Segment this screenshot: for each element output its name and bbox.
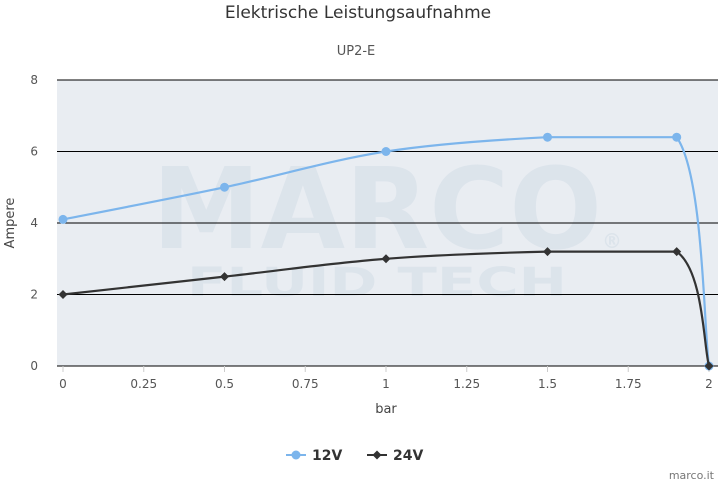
x-tick-label-0: 0 <box>59 377 67 391</box>
legend-item-12v[interactable]: 12V <box>286 448 342 464</box>
data-point-24v-4[interactable] <box>672 247 682 257</box>
series-line-12v[interactable] <box>61 136 711 368</box>
x-tick-label-2: 0.5 <box>215 377 234 391</box>
data-point-12v-4[interactable] <box>672 132 682 142</box>
y-tick-label-0: 0 <box>30 359 38 373</box>
watermark: MARCO FLUID TECH ® <box>152 145 622 306</box>
x-tick-label-5: 1.25 <box>453 377 480 391</box>
y-tick-label-3: 6 <box>30 145 38 159</box>
x-tick-label-1: 0.25 <box>130 377 157 391</box>
legend-24v-marker <box>372 450 382 460</box>
y-tick-label-4: 8 <box>30 73 38 87</box>
legend-24v-label: 24V <box>393 448 423 464</box>
y-tick-label-2: 4 <box>30 216 38 230</box>
x-axis-label: bar <box>375 402 397 417</box>
y-axis-label: Ampere <box>3 198 18 249</box>
x-tick-label-8: 2 <box>705 377 713 391</box>
watermark-title: MARCO <box>152 145 602 275</box>
data-point-24v-5[interactable] <box>704 361 714 371</box>
y-tick-label-1: 2 <box>30 288 38 302</box>
data-point-12v-3[interactable] <box>543 132 552 142</box>
legend: 12V 24V <box>286 448 423 464</box>
watermark-registered-mark: ® <box>602 229 622 253</box>
legend-12v-marker <box>291 450 301 460</box>
data-point-12v-2[interactable] <box>381 147 391 156</box>
chart-title: Elektrische Leistungsaufnahme <box>225 3 491 23</box>
data-point-24v-2[interactable] <box>381 254 391 264</box>
x-tick-label-4: 1 <box>382 377 390 391</box>
legend-item-24v[interactable]: 24V <box>367 448 423 464</box>
x-tick-label-3: 0.75 <box>292 377 319 391</box>
data-point-24v-1[interactable] <box>220 272 229 282</box>
data-point-24v-3[interactable] <box>543 247 552 257</box>
y-axis-ticks: 0 2 4 6 8 <box>30 73 38 373</box>
data-point-12v-0[interactable] <box>58 214 68 224</box>
x-tick-label-7: 1.75 <box>615 377 642 391</box>
data-point-12v-1[interactable] <box>220 182 229 192</box>
series-line-24v[interactable] <box>61 250 711 368</box>
chart-credit[interactable]: marco.it <box>669 469 715 482</box>
series-layer <box>58 132 714 371</box>
data-point-24v-0[interactable] <box>58 290 68 299</box>
x-axis-ticks: 0 0.25 0.5 0.75 1 1.25 1.5 1.75 2 <box>59 366 713 391</box>
watermark-subtitle: FLUID TECH <box>187 260 567 306</box>
x-tick-label-6: 1.5 <box>538 377 557 391</box>
chart-subtitle: UP2-E <box>337 44 376 59</box>
legend-12v-label: 12V <box>312 448 342 464</box>
